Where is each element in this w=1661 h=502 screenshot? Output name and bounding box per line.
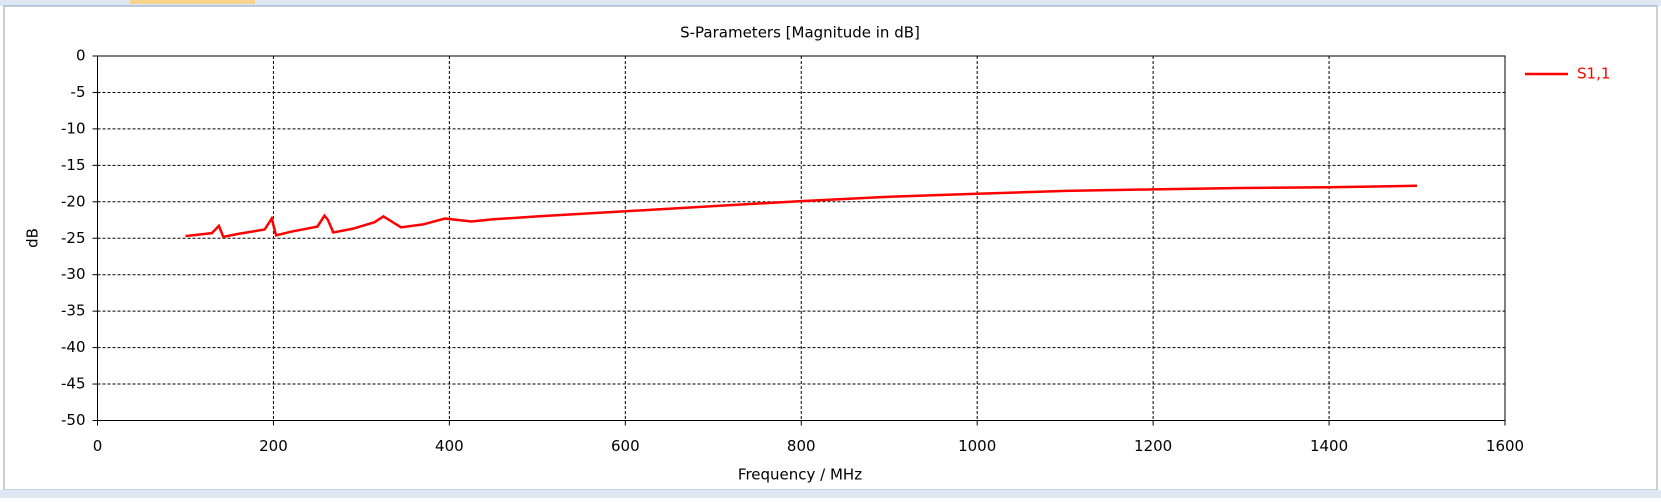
x-tick-label: 1400 xyxy=(1310,437,1348,455)
x-tick-label: 800 xyxy=(787,437,816,455)
x-tick-label: 0 xyxy=(93,437,103,455)
x-tick-label: 400 xyxy=(435,437,464,455)
series-line xyxy=(185,184,1418,239)
y-tick-label: -50 xyxy=(61,411,86,429)
active-tab xyxy=(130,0,255,4)
y-tick-label: -30 xyxy=(61,265,86,283)
x-tick-label: 1000 xyxy=(958,437,996,455)
y-tick-label: -15 xyxy=(61,156,86,174)
y-tick-label: -20 xyxy=(61,192,86,210)
x-tick-label: 200 xyxy=(259,437,288,455)
x-axis-label: Frequency / MHz xyxy=(738,466,862,484)
y-tick-label: -25 xyxy=(61,229,86,247)
y-tick-label: 0 xyxy=(76,47,86,65)
y-axis-label: dB xyxy=(24,228,42,248)
y-tick-label: -10 xyxy=(61,119,86,137)
y-tick-label: -35 xyxy=(61,302,86,320)
y-tick-label: -5 xyxy=(71,83,86,101)
x-tick-label: 1600 xyxy=(1486,437,1524,455)
x-tick-label: 1200 xyxy=(1134,437,1172,455)
y-tick-label: -40 xyxy=(61,338,86,356)
y-tick-label: -45 xyxy=(61,375,86,393)
bottom-tab-strip xyxy=(0,490,1661,498)
legend-label: S1,1 xyxy=(1577,65,1610,83)
tab-strip xyxy=(0,0,1661,6)
chart-title: S-Parameters [Magnitude in dB] xyxy=(680,24,920,42)
x-tick-label: 600 xyxy=(611,437,640,455)
